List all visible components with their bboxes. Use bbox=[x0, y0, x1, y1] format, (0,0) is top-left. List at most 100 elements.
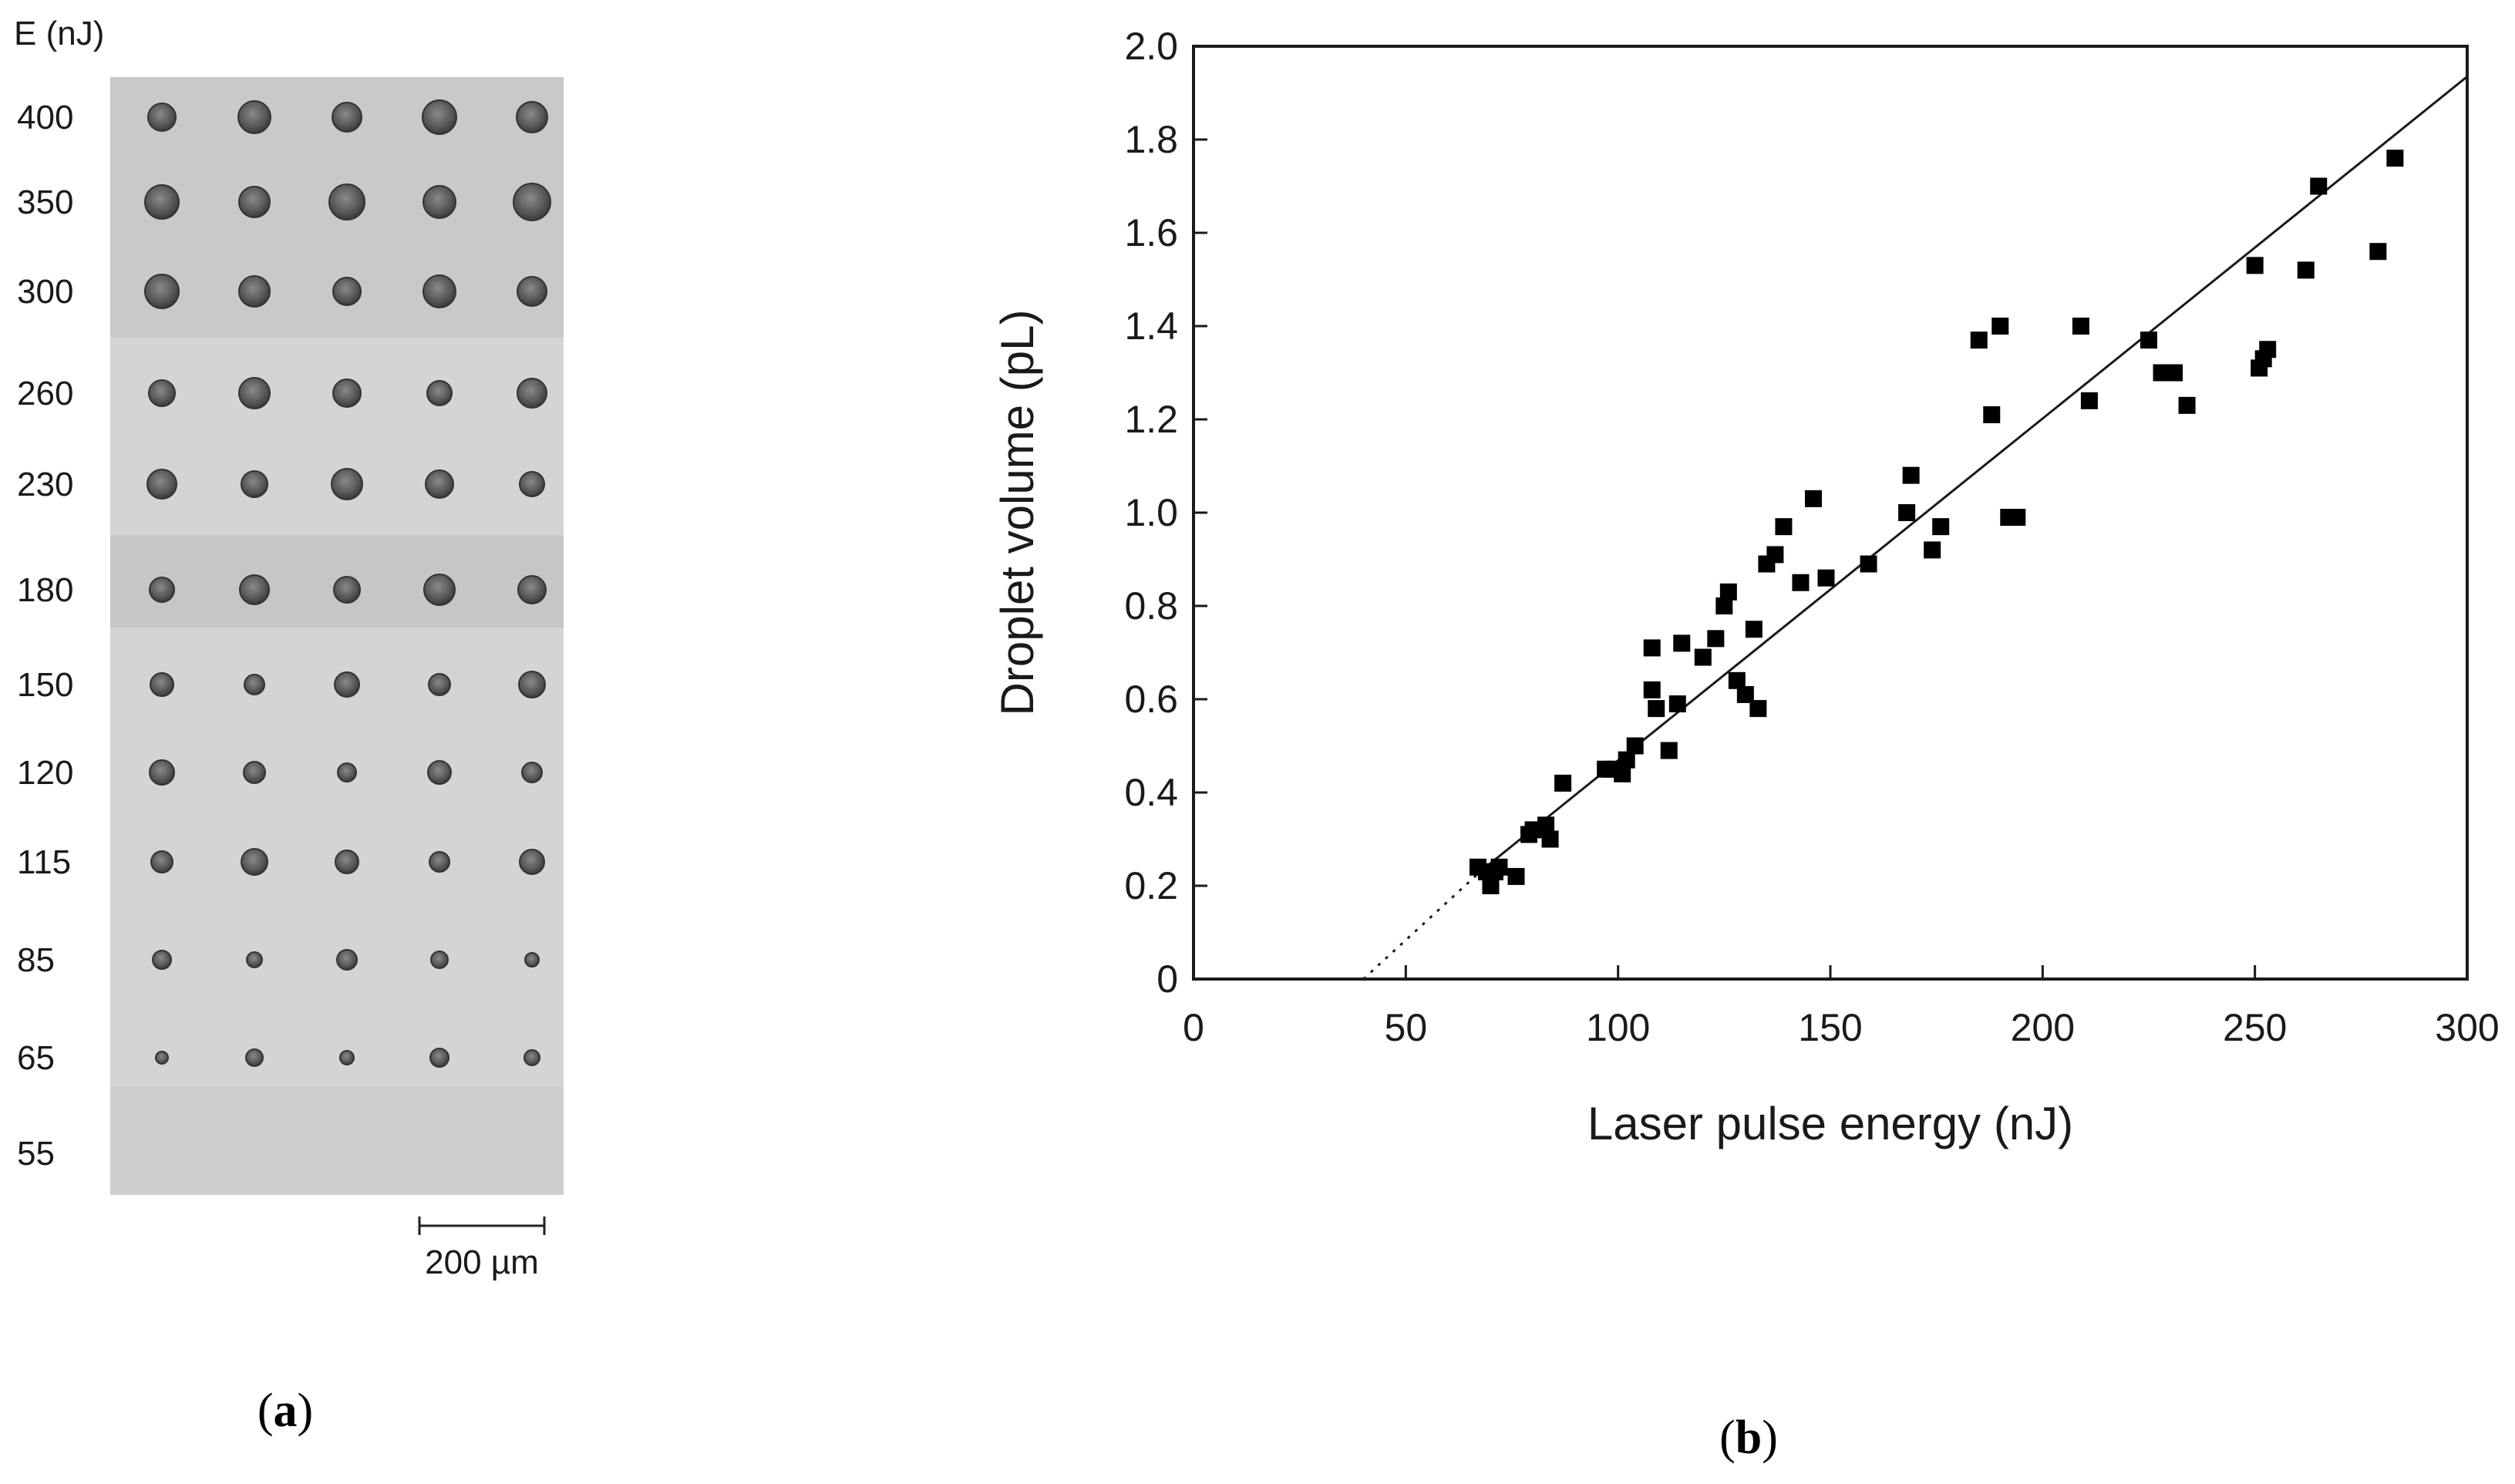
data-point bbox=[1524, 821, 1542, 839]
droplet bbox=[144, 184, 180, 220]
data-point bbox=[1898, 504, 1916, 521]
data-point bbox=[1618, 751, 1635, 769]
x-tick-label: 300 bbox=[2435, 1006, 2499, 1049]
droplet bbox=[147, 103, 177, 132]
fit-line-solid bbox=[1481, 76, 2468, 871]
data-point bbox=[1490, 858, 1508, 876]
data-point bbox=[2008, 509, 2026, 527]
energy-row-label: 55 bbox=[17, 1135, 55, 1173]
data-point bbox=[1673, 634, 1691, 652]
x-tick-label: 150 bbox=[1798, 1006, 1862, 1049]
y-tick-label: 0.8 bbox=[1124, 584, 1178, 628]
data-point bbox=[1749, 700, 1767, 718]
data-point bbox=[1482, 877, 1500, 894]
data-point bbox=[1970, 331, 1988, 349]
data-points bbox=[1469, 150, 2404, 894]
droplet bbox=[423, 274, 456, 308]
energy-row-label: 230 bbox=[17, 466, 73, 503]
droplet bbox=[332, 379, 362, 408]
y-tick-label: 0.4 bbox=[1124, 771, 1178, 814]
data-point bbox=[1660, 742, 1678, 759]
droplet bbox=[524, 1049, 540, 1066]
data-point bbox=[1554, 774, 1572, 792]
x-axis: 0 50 100 150 200 250 300 bbox=[1183, 965, 2500, 1049]
x-tick-label: 200 bbox=[2011, 1006, 2075, 1049]
droplet bbox=[429, 851, 450, 873]
y-tick-label: 0.6 bbox=[1124, 678, 1178, 721]
data-point bbox=[1860, 555, 1877, 573]
data-point bbox=[2178, 396, 2196, 414]
data-point bbox=[1932, 518, 1950, 536]
data-point bbox=[1715, 597, 1733, 614]
plot-frame bbox=[1192, 45, 2469, 981]
y-tick-label: 0.2 bbox=[1124, 864, 1178, 907]
data-point bbox=[2310, 177, 2328, 195]
droplet bbox=[337, 762, 357, 782]
data-point bbox=[2259, 341, 2277, 358]
data-point bbox=[2297, 261, 2315, 279]
data-point bbox=[1792, 574, 1810, 591]
droplet bbox=[518, 671, 546, 698]
energy-row-label: 115 bbox=[17, 843, 71, 881]
droplet bbox=[335, 850, 359, 874]
y-tick-label: 1.8 bbox=[1124, 118, 1178, 161]
x-tick-label: 0 bbox=[1183, 1006, 1204, 1049]
fit-lines bbox=[1362, 76, 2468, 981]
energy-row-label: 65 bbox=[17, 1039, 55, 1077]
data-point bbox=[1817, 569, 1835, 587]
energy-row-label: 350 bbox=[17, 183, 73, 221]
panel-a-label: (a) bbox=[258, 1385, 313, 1437]
panel-b-letter: b bbox=[1736, 1412, 1762, 1464]
droplet bbox=[149, 759, 175, 786]
droplet bbox=[245, 1048, 264, 1067]
energy-row-label: 120 bbox=[17, 754, 73, 792]
droplet bbox=[150, 850, 173, 873]
y-tick-label: 1.2 bbox=[1124, 398, 1178, 441]
droplet bbox=[423, 185, 456, 219]
droplet bbox=[238, 377, 271, 409]
x-axis-title: Laser pulse energy (nJ) bbox=[1587, 1098, 2073, 1149]
droplet bbox=[423, 574, 456, 606]
droplet bbox=[243, 761, 266, 784]
data-point bbox=[1775, 518, 1793, 536]
data-point bbox=[1537, 816, 1555, 834]
droplet bbox=[427, 760, 452, 785]
droplet bbox=[238, 186, 271, 218]
energy-axis-label: E (nJ) bbox=[14, 15, 104, 52]
droplet bbox=[239, 574, 270, 605]
data-point bbox=[2153, 364, 2170, 382]
data-point bbox=[1643, 639, 1661, 657]
data-point bbox=[2080, 392, 2098, 409]
data-point bbox=[1924, 541, 1941, 559]
droplet bbox=[144, 274, 180, 309]
data-point bbox=[1541, 830, 1559, 848]
energy-row-label: 400 bbox=[17, 99, 73, 136]
data-point bbox=[1507, 867, 1525, 885]
data-point bbox=[2072, 318, 2089, 335]
data-point bbox=[2166, 364, 2183, 382]
data-point bbox=[1614, 765, 1631, 782]
data-point bbox=[1991, 318, 2009, 335]
micrograph-band-bottom bbox=[110, 1087, 564, 1195]
droplet bbox=[426, 380, 453, 406]
x-tick-label: 100 bbox=[1586, 1006, 1650, 1049]
panel-a: E (nJ) 400 350 300 260 230 180 150 120 115 85 65 55… bbox=[14, 15, 564, 1437]
panel-b-label: (b) bbox=[1719, 1412, 1778, 1464]
droplet bbox=[524, 952, 540, 967]
data-point bbox=[2140, 331, 2157, 349]
droplet-grid bbox=[144, 99, 551, 1068]
y-tick-label: 0 bbox=[1156, 957, 1178, 1001]
droplet bbox=[521, 762, 543, 783]
data-point bbox=[2246, 257, 2264, 274]
droplet bbox=[517, 575, 547, 604]
data-point bbox=[2369, 243, 2387, 261]
data-point bbox=[1719, 583, 1737, 601]
data-point bbox=[1643, 681, 1661, 698]
droplet bbox=[238, 275, 271, 308]
droplet bbox=[517, 276, 547, 307]
droplet bbox=[334, 671, 360, 698]
data-point bbox=[1707, 630, 1725, 648]
droplet bbox=[336, 949, 358, 971]
y-axis-title: Droplet volume (pL) bbox=[992, 310, 1043, 716]
droplet bbox=[333, 576, 361, 604]
